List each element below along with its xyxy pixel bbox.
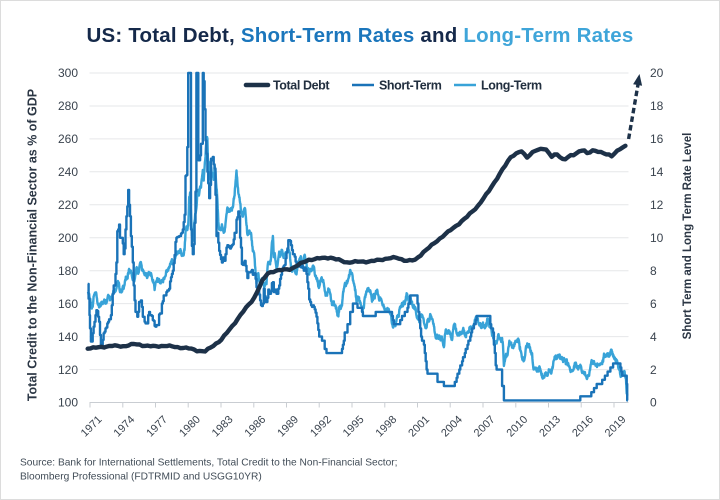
svg-text:0: 0	[650, 396, 657, 410]
svg-text:Bloomberg Professional (FDTRMI: Bloomberg Professional (FDTRMID and USGG…	[20, 472, 262, 483]
svg-text:2: 2	[650, 363, 657, 377]
svg-text:16: 16	[650, 132, 664, 146]
svg-text:300: 300	[58, 66, 78, 80]
svg-text:Total Credit to the Non-Financ: Total Credit to the Non-Financial Sector…	[25, 89, 39, 401]
svg-text:180: 180	[58, 264, 78, 278]
svg-text:Short-Term: Short-Term	[379, 79, 442, 93]
svg-text:160: 160	[58, 297, 78, 311]
svg-text:6: 6	[650, 297, 657, 311]
svg-text:14: 14	[650, 165, 664, 179]
svg-text:240: 240	[58, 165, 78, 179]
svg-text:8: 8	[650, 264, 657, 278]
svg-text:Short Term and Long Term Rate: Short Term and Long Term Rate Level	[682, 133, 694, 340]
svg-text:220: 220	[58, 198, 78, 212]
svg-text:20: 20	[650, 66, 664, 80]
svg-text:4: 4	[650, 330, 657, 344]
svg-text:280: 280	[58, 99, 78, 113]
svg-text:Long-Term: Long-Term	[481, 79, 542, 93]
svg-text:260: 260	[58, 132, 78, 146]
svg-text:Total Debt: Total Debt	[273, 79, 330, 93]
svg-text:US: Total Debt, Short-Term Rat: US: Total Debt, Short-Term Rates and Lon…	[87, 24, 634, 47]
svg-text:12: 12	[650, 198, 664, 212]
svg-text:140: 140	[58, 330, 78, 344]
svg-text:120: 120	[58, 363, 78, 377]
svg-text:100: 100	[58, 396, 78, 410]
svg-text:18: 18	[650, 99, 664, 113]
svg-text:Source: Bank for International: Source: Bank for International Settlemen…	[20, 458, 398, 469]
svg-text:200: 200	[58, 231, 78, 245]
svg-text:10: 10	[650, 231, 664, 245]
